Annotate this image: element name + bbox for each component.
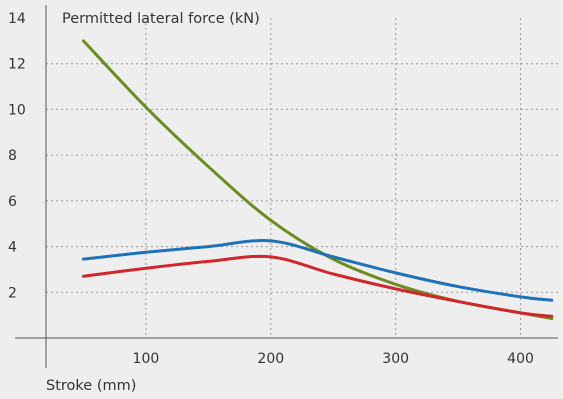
x-tick-label: 300 bbox=[382, 351, 409, 367]
y-axis-title: Permitted lateral force (kN) bbox=[62, 11, 260, 27]
x-axis-title: Stroke (mm) bbox=[46, 378, 136, 394]
series-line-3 bbox=[81, 254, 554, 318]
y-tick-label: 8 bbox=[8, 148, 17, 164]
y-tick-label: 6 bbox=[8, 194, 17, 210]
y-tick-label: 2 bbox=[8, 285, 17, 301]
x-tick-label: 100 bbox=[133, 351, 160, 367]
grid bbox=[46, 18, 558, 338]
y-tick-label: 14 bbox=[8, 11, 26, 27]
x-tick-label: 200 bbox=[257, 351, 284, 367]
tick-labels: 2 4 6 8 10 12 14 100 200 300 400 bbox=[8, 11, 534, 367]
y-tick-label: 12 bbox=[8, 57, 26, 73]
y-tick-label: 10 bbox=[8, 102, 26, 118]
axes bbox=[15, 5, 558, 368]
series-lines bbox=[81, 39, 554, 321]
y-tick-label: 4 bbox=[8, 240, 17, 256]
series-line-1 bbox=[81, 39, 554, 321]
x-tick-label: 400 bbox=[507, 351, 534, 367]
series-line-2 bbox=[81, 239, 554, 302]
